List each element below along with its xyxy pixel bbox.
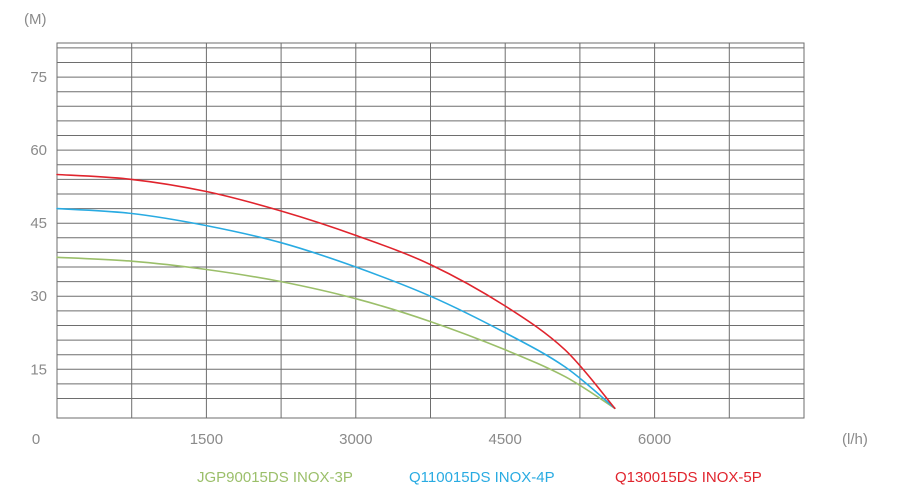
y-tick-label: 45 <box>30 215 47 232</box>
legend-entry-5p: Q130015DS INOX-5P <box>615 469 762 486</box>
x-tick-label: 4500 <box>489 431 522 448</box>
series-line-3 <box>56 173 616 410</box>
y-tick-label: 30 <box>30 288 47 305</box>
y-tick-label: 60 <box>30 142 47 159</box>
x-axis-unit: (l/h) <box>842 431 868 448</box>
legend-entry-4p: Q110015DS INOX-4P <box>409 469 555 486</box>
series-line-1 <box>56 256 616 410</box>
x-axis-ticks: 0 1500 3000 4500 6000 <box>32 431 671 448</box>
y-tick-label: 15 <box>30 361 47 378</box>
x-tick-label: 1500 <box>190 431 223 448</box>
x-tick-label: 3000 <box>339 431 372 448</box>
series-line-2 <box>56 207 616 410</box>
x-tick-label: 0 <box>32 431 40 448</box>
y-tick-label: 75 <box>30 69 47 86</box>
chart-legend: JGP90015DS INOX-3P Q110015DS INOX-4P Q13… <box>197 469 762 486</box>
y-axis-unit: (M) <box>24 11 47 28</box>
x-tick-label: 6000 <box>638 431 671 448</box>
y-axis-ticks: 15 30 45 60 75 <box>30 69 47 378</box>
legend-entry-3p: JGP90015DS INOX-3P <box>197 469 353 486</box>
chart-series <box>56 173 616 410</box>
chart-grid <box>56 42 805 419</box>
